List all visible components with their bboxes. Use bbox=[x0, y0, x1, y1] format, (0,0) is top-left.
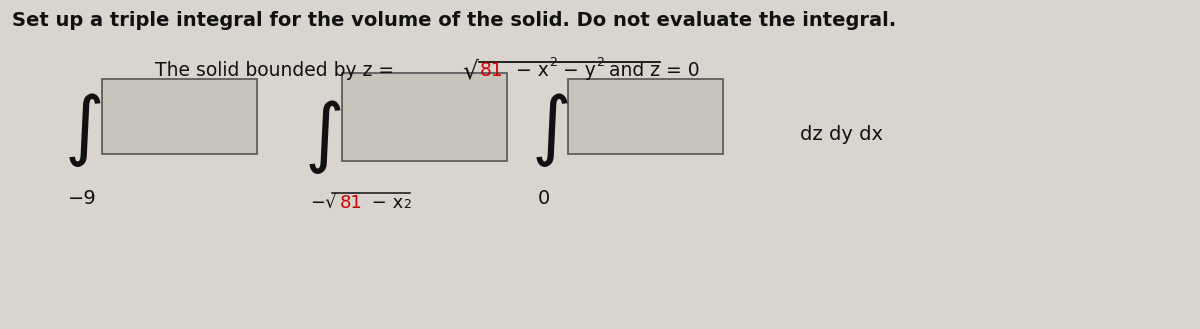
Bar bbox=[342, 73, 508, 161]
Text: ∫: ∫ bbox=[65, 93, 104, 167]
Bar bbox=[102, 79, 257, 154]
Text: − x: − x bbox=[366, 194, 403, 212]
Text: − y: − y bbox=[557, 62, 596, 81]
Text: 0: 0 bbox=[538, 189, 551, 208]
Text: and z = 0: and z = 0 bbox=[604, 62, 700, 81]
Text: − x: − x bbox=[510, 62, 548, 81]
Text: −√: −√ bbox=[310, 194, 337, 212]
Text: ∫: ∫ bbox=[305, 100, 344, 174]
Text: 2: 2 bbox=[550, 57, 557, 69]
Text: −9: −9 bbox=[68, 189, 97, 208]
Text: 81: 81 bbox=[480, 62, 504, 81]
Text: dz dy dx: dz dy dx bbox=[800, 124, 883, 143]
Text: The solid bounded by z =: The solid bounded by z = bbox=[155, 62, 400, 81]
Text: ∫: ∫ bbox=[532, 93, 571, 167]
Text: 2: 2 bbox=[596, 57, 604, 69]
Text: Set up a triple integral for the volume of the solid. Do not evaluate the integr: Set up a triple integral for the volume … bbox=[12, 11, 896, 30]
Text: 81: 81 bbox=[340, 194, 362, 212]
Text: √: √ bbox=[462, 59, 478, 83]
Text: 2: 2 bbox=[403, 198, 410, 211]
Bar bbox=[568, 79, 722, 154]
